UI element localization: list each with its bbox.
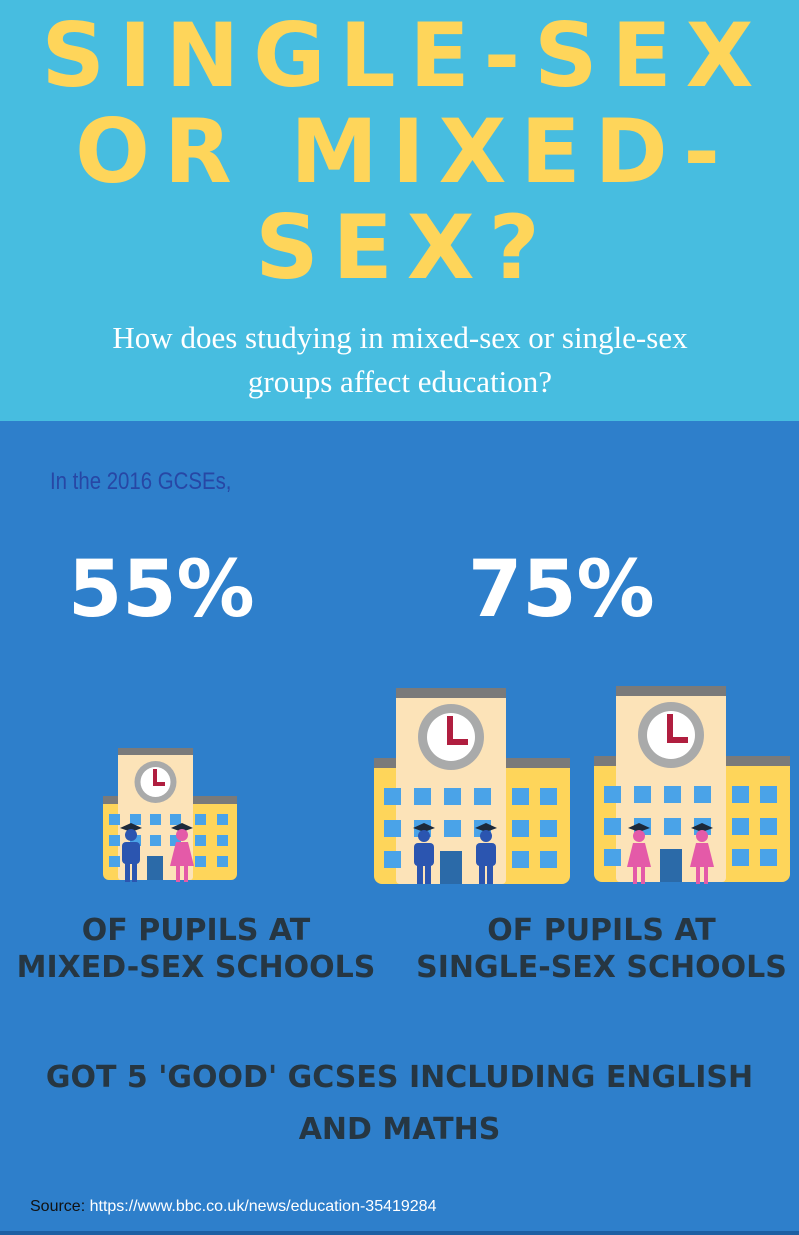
source-line: Source: https://www.bbc.co.uk/news/educa… xyxy=(30,1198,436,1216)
header-panel: SINGLE-SEX OR MIXED- SEX? How does study… xyxy=(0,0,799,421)
female-graduate-icon xyxy=(690,823,714,884)
conclusion-text: GOT 5 'GOOD' GCSES INCLUDING ENGLISH AND… xyxy=(40,1052,759,1156)
source-label: Source: xyxy=(30,1198,86,1215)
bottom-divider xyxy=(0,1231,799,1235)
intro-text: In the 2016 GCSEs, xyxy=(50,468,232,495)
mixed-percent: 55% xyxy=(68,545,255,635)
single-label-line-1: OF PUPILS AT xyxy=(487,913,716,948)
female-graduate-icon xyxy=(627,823,651,884)
title-line-2: OR MIXED- xyxy=(75,100,734,203)
single-label-line-2: SINGLE-SEX SCHOOLS xyxy=(416,950,787,985)
source-link[interactable]: https://www.bbc.co.uk/news/education-354… xyxy=(89,1198,437,1215)
male-graduate-icon xyxy=(475,823,497,884)
subtitle-line-1: How does studying in mixed-sex or single… xyxy=(112,320,688,355)
title-line-1: SINGLE-SEX xyxy=(41,4,768,107)
mixed-label-line-2: MIXED-SEX SCHOOLS xyxy=(16,950,376,985)
conclusion-line-1: GOT 5 'GOOD' GCSES INCLUDING ENGLISH xyxy=(45,1060,754,1095)
mixed-label: OF PUPILS AT MIXED-SEX SCHOOLS xyxy=(0,912,392,986)
subtitle-line-2: groups affect education? xyxy=(247,364,553,399)
mixed-label-line-1: OF PUPILS AT xyxy=(81,913,311,948)
male-graduate-icon xyxy=(120,823,142,882)
male-graduate-icon xyxy=(413,823,435,884)
title-line-3: SEX? xyxy=(255,196,554,299)
single-label: OF PUPILS AT SINGLE-SEX SCHOOLS xyxy=(404,912,799,986)
single-percent: 75% xyxy=(468,545,655,635)
conclusion-line-2: AND MATHS xyxy=(298,1112,501,1147)
female-graduate-icon xyxy=(170,823,194,882)
page-title: SINGLE-SEX OR MIXED- SEX? xyxy=(0,8,799,296)
subtitle: How does studying in mixed-sex or single… xyxy=(60,316,740,404)
